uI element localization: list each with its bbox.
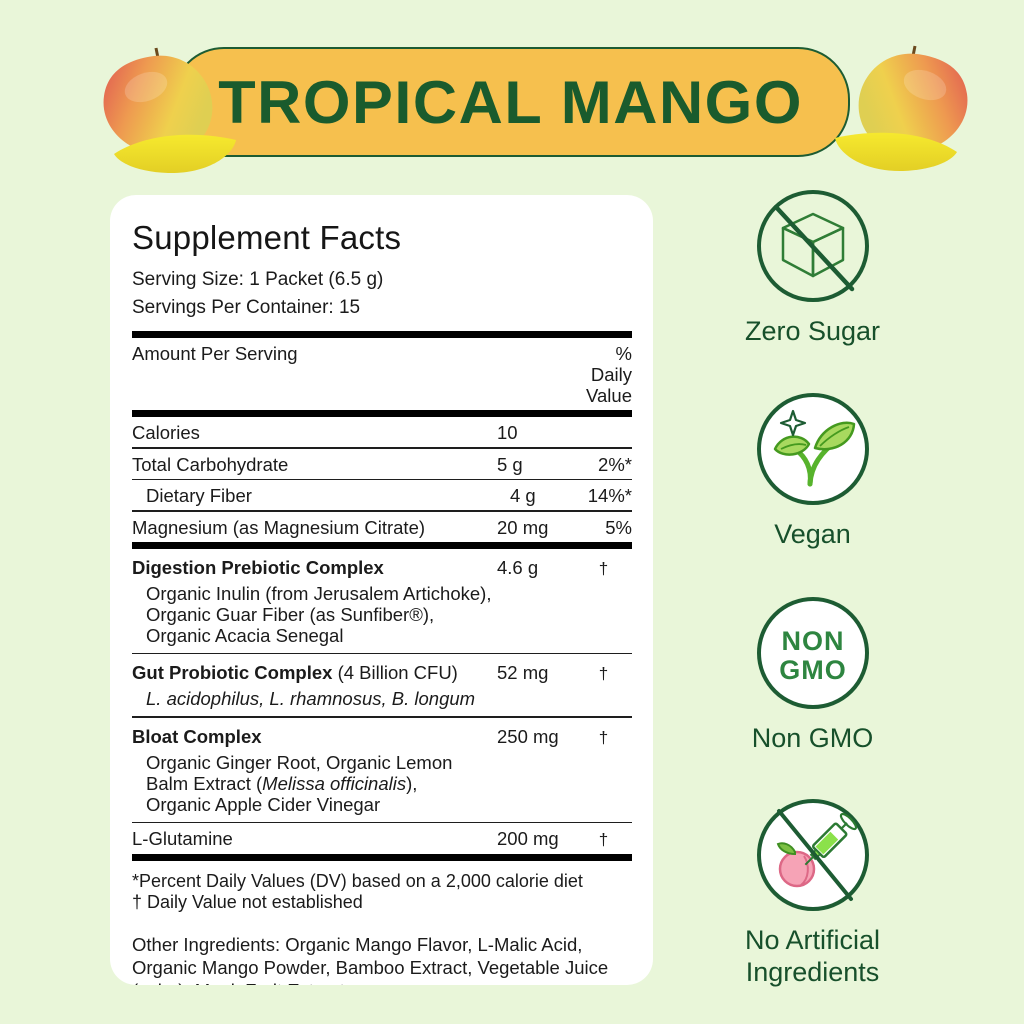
badge-label: Non GMO [751,723,874,753]
divider-thin [132,652,632,654]
table-row-l-glutamine: L-Glutamine 200 mg † [132,828,609,849]
serving-size: Serving Size: 1 Packet (6.5 g) [132,269,384,290]
badge-vegan: Vegan [690,389,935,550]
other-ingredients: Other Ingredients: Organic Mango Flavor,… [132,934,609,985]
supplement-facts-title: Supplement Facts [132,219,402,256]
badge-label: Vegan [774,519,851,549]
table-row-total-carbohydrate: Total Carbohydrate 5 g 2%* [132,453,632,475]
flavor-banner: TROPICAL MANGO [172,47,850,157]
divider-thin [132,510,632,512]
footnotes: *Percent Daily Values (DV) based on a 2,… [132,871,632,913]
footnote-daily-value: *Percent Daily Values (DV) based on a 2,… [132,871,583,891]
no-artificial-syringe-peach-icon [756,799,869,911]
sub-ingredient-line: Organic Inulin (from Jerusalem Artichoke… [146,582,492,604]
divider-thick [132,331,632,338]
sub-ingredient-line: Organic Guar Fiber (as Sunfiber®), [146,603,435,625]
daily-value-header: % Daily Value [586,343,632,406]
divider-thin [132,716,632,718]
servings-per-container: Servings Per Container: 15 [132,297,361,318]
badge-label: No Artificial Ingredients [744,925,881,987]
badge-non-gmo: NON GMO Non GMO [690,593,935,754]
mango-fruit-icon [835,45,968,172]
table-row-digestion-prebiotic-complex: Digestion Prebiotic Complex 4.6 g † [132,556,609,578]
footnote-dagger: † Daily Value not established [132,892,363,912]
sub-ingredient-line: Organic Ginger Root, Organic Lemon [146,751,453,773]
divider-thick [132,854,632,861]
supplement-facts-panel: Supplement Facts Serving Size: 1 Packet … [110,195,653,985]
flavor-title: TROPICAL MANGO [218,68,804,136]
mango-fruit-icon [103,47,236,174]
sub-ingredient-line: L. acidophilus, L. rhamnosus, B. longum [146,688,476,709]
sub-ingredient-line: Organic Apple Cider Vinegar [146,793,381,815]
divider-thick [132,541,632,549]
sub-ingredient-line: Organic Acacia Senegal [146,624,344,646]
divider-thick [132,410,632,417]
table-row-magnesium: Magnesium (as Magnesium Citrate) 20 mg 5… [132,516,632,538]
table-row-bloat-complex: Bloat Complex 250 mg † [132,725,609,747]
badge-label: Zero Sugar [744,316,881,346]
svg-text:NON: NON [781,626,844,656]
divider-thin [132,821,632,823]
non-gmo-seal-icon: NON GMO [756,597,869,709]
table-row-calories: Calories 10 [132,422,518,443]
divider-thin [132,478,632,480]
svg-text:GMO: GMO [779,655,847,685]
amount-per-serving-header: Amount Per Serving [132,343,298,364]
vegan-sprout-icon [756,393,869,505]
divider-thin [132,447,632,449]
badge-zero-sugar: Zero Sugar [690,186,935,347]
table-header: Amount Per Serving % Daily Value [132,338,632,410]
table-row-dietary-fiber: Dietary Fiber 4 g 14%* [146,485,632,506]
no-sugar-cube-icon [756,190,869,302]
badge-no-artificial-ingredients: No Artificial Ingredients [690,795,935,988]
table-row-gut-probiotic-complex: Gut Probiotic Complex (4 Billion CFU) 52… [132,662,609,683]
sub-ingredient-line: Balm Extract (Melissa officinalis), [146,772,418,794]
